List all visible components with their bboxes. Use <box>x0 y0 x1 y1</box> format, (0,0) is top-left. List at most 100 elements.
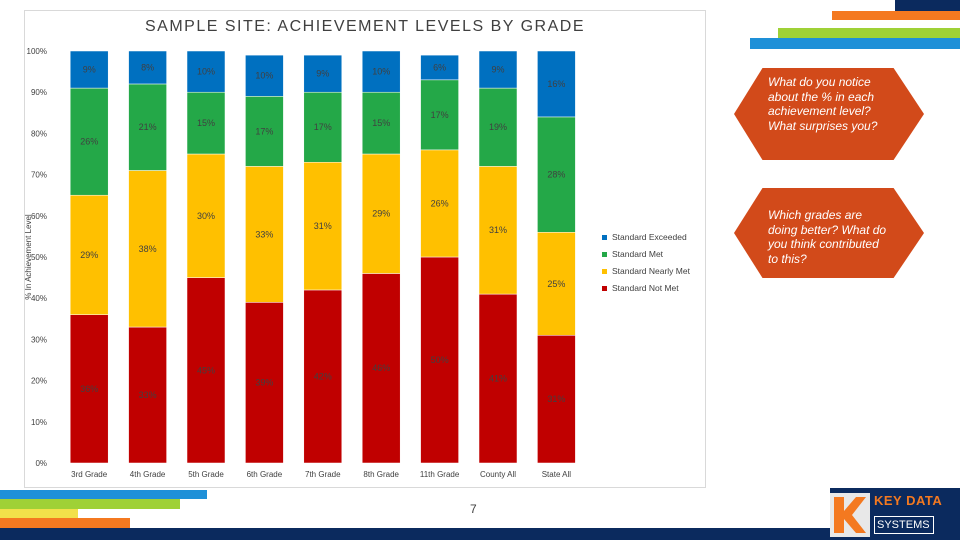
bar-segment-standard-met <box>186 91 226 155</box>
bar-segment-standard-met <box>128 83 167 171</box>
data-label: 36% <box>80 384 98 394</box>
bar-segment-standard-exceeded <box>478 50 518 89</box>
data-label: 50% <box>431 355 449 365</box>
logo-text-bottom: SYSTEMS <box>874 516 934 534</box>
data-label: 26% <box>431 198 449 208</box>
bar-segment-standard-nearly-met <box>186 153 226 278</box>
data-label: 8% <box>141 62 154 72</box>
bar-segment-standard-met <box>245 96 284 167</box>
decor-bottom-blue <box>0 490 207 499</box>
legend-swatch <box>602 252 607 257</box>
legend-label: Standard Exceeded <box>612 232 687 242</box>
callout-notice: What do you notice about the % in each a… <box>734 68 924 160</box>
data-label: 17% <box>314 122 332 132</box>
data-label: 15% <box>372 118 390 128</box>
decor-bottom-green <box>0 499 180 509</box>
bar-segment-standard-exceeded <box>186 50 226 93</box>
legend-label: Standard Not Met <box>612 283 679 293</box>
bar-segment-standard-exceeded <box>69 50 109 89</box>
bar-segment-standard-nearly-met <box>537 232 576 336</box>
data-label: 42% <box>314 371 332 381</box>
data-label: 19% <box>489 122 507 132</box>
x-tick-label: 5th Grade <box>188 470 224 479</box>
x-tick-label: 4th Grade <box>130 470 166 479</box>
chart-title: SAMPLE SITE: ACHIEVEMENT LEVELS BY GRADE <box>145 18 585 35</box>
y-tick-label: 70% <box>31 171 47 180</box>
decor-stripe-blue <box>750 38 960 49</box>
bar-segment-standard-nearly-met <box>69 194 109 315</box>
data-label: 31% <box>489 225 507 235</box>
bar-segment-standard-met <box>478 87 518 167</box>
bar-segment-standard-exceeded <box>128 50 167 85</box>
data-label: 10% <box>255 71 273 81</box>
decor-bottom-navy <box>0 528 830 540</box>
decor-stripe-navy <box>895 0 960 11</box>
bar-segment-standard-nearly-met <box>361 153 401 274</box>
bar-segment-standard-not-met <box>303 289 343 464</box>
y-tick-label: 40% <box>31 294 47 303</box>
y-tick-label: 30% <box>31 335 47 344</box>
data-label: 10% <box>197 67 215 77</box>
x-tick-label: 8th Grade <box>363 470 399 479</box>
bar-segment-standard-exceeded <box>303 54 343 93</box>
data-label: 17% <box>431 110 449 120</box>
data-label: 33% <box>255 229 273 239</box>
bar-segment-standard-exceeded <box>420 54 459 81</box>
bar-segment-standard-met <box>537 116 576 233</box>
data-label: 46% <box>372 363 390 373</box>
data-label: 29% <box>372 209 390 219</box>
bar-segment-standard-not-met <box>186 277 226 464</box>
legend-swatch <box>602 286 607 291</box>
data-label: 9% <box>83 65 96 75</box>
data-label: 25% <box>547 279 565 289</box>
bar-segment-standard-not-met <box>361 273 401 464</box>
bar-segment-standard-not-met <box>245 302 284 464</box>
bar-segment-standard-met <box>420 79 459 151</box>
bar-segment-standard-not-met <box>537 335 576 464</box>
page-number: 7 <box>470 502 477 516</box>
data-label: 9% <box>491 65 504 75</box>
legend-label: Standard Met <box>612 249 664 259</box>
bar-segment-standard-nearly-met <box>303 161 343 291</box>
y-tick-label: 80% <box>31 129 47 138</box>
data-label: 9% <box>316 69 329 79</box>
bar-segment-standard-not-met <box>420 256 459 464</box>
data-label: 21% <box>139 122 157 132</box>
data-label: 6% <box>433 62 446 72</box>
data-label: 16% <box>547 79 565 89</box>
bar-segment-standard-exceeded <box>245 54 284 97</box>
logo-k-icon <box>830 493 870 537</box>
bar-segment-standard-exceeded <box>537 50 576 118</box>
x-tick-label: 7th Grade <box>305 470 341 479</box>
callout-grades-text: Which grades are doing better? What do y… <box>768 208 887 266</box>
x-tick-label: County All <box>480 470 516 479</box>
stacked-bar-chart: % In Achievement Level 0% 10% 20% 30% 40% 50% 6… <box>25 47 691 479</box>
x-tick-label: State All <box>542 470 572 479</box>
bar-segment-standard-nearly-met <box>245 166 284 303</box>
callout-notice-text: What do you notice about the % in each a… <box>768 75 878 133</box>
legend-swatch <box>602 235 607 240</box>
decor-stripe-white <box>832 20 960 28</box>
data-label: 30% <box>197 211 215 221</box>
data-label: 45% <box>197 365 215 375</box>
data-label: 29% <box>80 250 98 260</box>
key-data-systems-logo: KEY DATA SYSTEMS <box>830 491 960 540</box>
y-tick-label: 0% <box>35 459 47 468</box>
data-label: 10% <box>372 67 390 77</box>
data-label: 39% <box>255 378 273 388</box>
bar-segment-standard-exceeded <box>361 50 401 93</box>
bar-segment-standard-nearly-met <box>420 149 459 258</box>
data-label: 17% <box>255 126 273 136</box>
bar-segment-standard-not-met <box>478 293 518 464</box>
data-label: 26% <box>80 137 98 147</box>
data-label: 31% <box>547 394 565 404</box>
chart-panel: SAMPLE SITE: ACHIEVEMENT LEVELS BY GRADE… <box>24 10 706 488</box>
y-tick-label: 10% <box>31 418 47 427</box>
y-tick-label: 50% <box>31 253 47 262</box>
y-tick-label: 100% <box>27 47 47 56</box>
data-label: 15% <box>197 118 215 128</box>
callout-grades: Which grades are doing better? What do y… <box>734 188 924 278</box>
y-tick-label: 60% <box>31 212 47 221</box>
bar-segment-standard-nearly-met <box>478 166 518 295</box>
y-tick-label: 20% <box>31 377 47 386</box>
